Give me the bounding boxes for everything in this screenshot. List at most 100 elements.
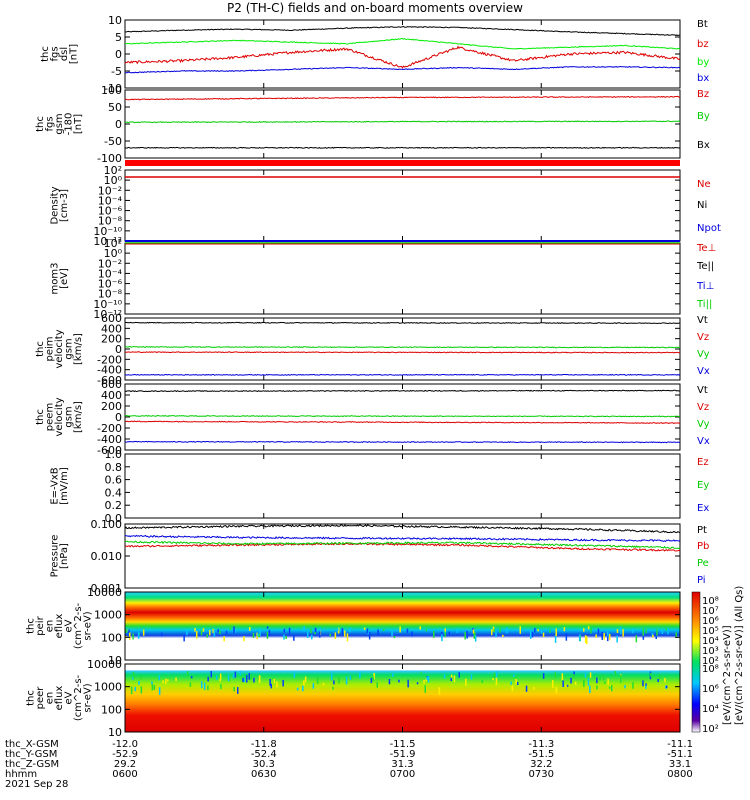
spectrogram-speckle — [129, 632, 131, 640]
legend-bx: Bx — [697, 140, 710, 151]
y-tick-label: 0.6 — [105, 474, 123, 487]
y-axis-label: Pressure — [49, 535, 60, 578]
legend-vx: Vx — [697, 436, 710, 447]
spectrogram-speckle — [252, 632, 255, 638]
spectrogram-speckle — [661, 629, 664, 634]
axis-row-value: -11.1 — [667, 739, 693, 750]
axis-row-value: 32.2 — [530, 759, 552, 770]
spectrogram-speckle — [303, 626, 305, 632]
spectrogram-speckle — [620, 626, 622, 635]
axis-row-value: 0800 — [667, 769, 692, 780]
y-axis-label: eV — [64, 691, 75, 704]
y-axis-label: [nT] — [73, 114, 84, 134]
y-axis-label: velocity — [54, 329, 65, 368]
spectrogram-speckle — [234, 671, 237, 678]
spectrogram-speckle — [472, 629, 475, 634]
y-tick-label: 10 — [108, 726, 122, 739]
y-axis-label: en — [45, 620, 56, 633]
spectrogram-speckle — [450, 677, 452, 682]
spectrogram-speckle — [259, 628, 261, 636]
spectrogram-speckle — [438, 687, 441, 695]
spectrogram-speckle — [229, 627, 232, 630]
spectrogram-speckle — [175, 677, 177, 682]
spectrogram-speckle — [458, 672, 460, 678]
spectrogram-speckle — [307, 630, 309, 638]
spectrogram-speckle — [225, 630, 228, 635]
spectrogram-speckle — [645, 683, 647, 686]
spectrogram-speckle — [207, 676, 209, 682]
spectrogram-speckle — [140, 675, 142, 680]
y-axis-label: thc — [35, 409, 46, 425]
spectrogram-speckle — [622, 629, 624, 637]
colorbar-tick-label: 10⁷ — [702, 606, 719, 617]
y-tick-label: 0 — [115, 343, 122, 356]
spectrogram-speckle — [515, 679, 517, 684]
spectrogram-speckle — [667, 628, 669, 635]
spectrogram-speckle — [549, 629, 551, 633]
spectrogram-speckle — [165, 678, 167, 684]
series-line-bz — [124, 45, 681, 69]
spectrogram-speckle — [233, 626, 235, 634]
spectrogram-speckle — [302, 685, 304, 692]
y-axis-label: gsm — [54, 113, 65, 134]
spectrogram-speckle — [466, 630, 468, 639]
spectrogram-speckle — [519, 626, 521, 634]
spectrogram-speckle — [596, 685, 598, 690]
legend-by: by — [697, 57, 709, 68]
spectrogram-speckle — [609, 634, 611, 641]
y-axis-label: (cm^2-s- — [73, 674, 84, 721]
y-tick-label: 0 — [115, 118, 122, 131]
spectrogram-speckle — [158, 675, 160, 681]
spectrogram-speckle — [341, 628, 344, 635]
spectrogram-speckle — [377, 629, 379, 635]
spectrogram-speckle — [160, 632, 163, 637]
spectrogram-speckle — [140, 686, 143, 694]
spectrogram-speckle — [525, 685, 528, 692]
legend-bz: Bz — [697, 89, 709, 100]
spectrogram-speckle — [212, 628, 214, 634]
y-axis-label: [nT] — [68, 44, 79, 64]
y-tick-label: 5 — [115, 31, 122, 44]
y-axis-label: eV — [64, 619, 75, 632]
y-tick-label: 0.4 — [105, 486, 123, 499]
spectrogram-speckle — [416, 682, 419, 685]
y-tick-label: 10⁻⁸ — [98, 215, 123, 228]
spectrogram-speckle — [635, 635, 638, 643]
spectrogram-speckle — [219, 630, 221, 635]
spectrogram-speckle — [258, 633, 260, 638]
spectrogram-speckle — [427, 676, 430, 683]
spectrogram-speckle — [130, 686, 133, 695]
spectrogram-speckle — [453, 675, 456, 683]
spectrogram-speckle — [196, 631, 198, 639]
y-axis-label: sr-eV) — [83, 611, 94, 640]
spectrogram-speckle — [189, 682, 192, 687]
spectrogram-speckle — [200, 629, 203, 636]
legend-ni: Ni — [697, 200, 707, 211]
spectrogram-speckle — [223, 636, 225, 642]
spectrogram-speckle — [632, 628, 634, 634]
spectrogram-speckle — [167, 679, 169, 682]
legend-npot: Npot — [697, 223, 721, 234]
spectrogram-speckle — [513, 674, 515, 677]
y-tick-label: 10 — [108, 14, 122, 27]
spectrogram-speckle — [370, 677, 373, 684]
y-axis-label: peem — [45, 403, 56, 431]
y-axis-label: -180 — [64, 113, 75, 136]
series-line-pi — [124, 534, 681, 543]
y-tick-label: 100 — [101, 84, 122, 97]
series-line-bz — [125, 95, 681, 101]
spectrogram-speckle — [372, 676, 374, 682]
density-bar — [125, 160, 680, 166]
spectrogram-speckle — [137, 632, 140, 639]
y-tick-label: 1000 — [94, 681, 122, 694]
series-line-bx — [124, 146, 681, 149]
spectrogram-speckle — [392, 673, 394, 677]
y-tick-label: 10⁻⁴ — [98, 267, 123, 280]
spectrogram-speckle — [266, 626, 269, 629]
spectrogram-speckle — [210, 671, 212, 678]
spectrogram-speckle — [132, 633, 134, 640]
y-tick-label: 10 — [108, 654, 122, 667]
spectrogram-speckle — [209, 630, 211, 636]
axis-row-value: -51.5 — [528, 749, 554, 760]
spectrogram-speckle — [190, 676, 193, 679]
